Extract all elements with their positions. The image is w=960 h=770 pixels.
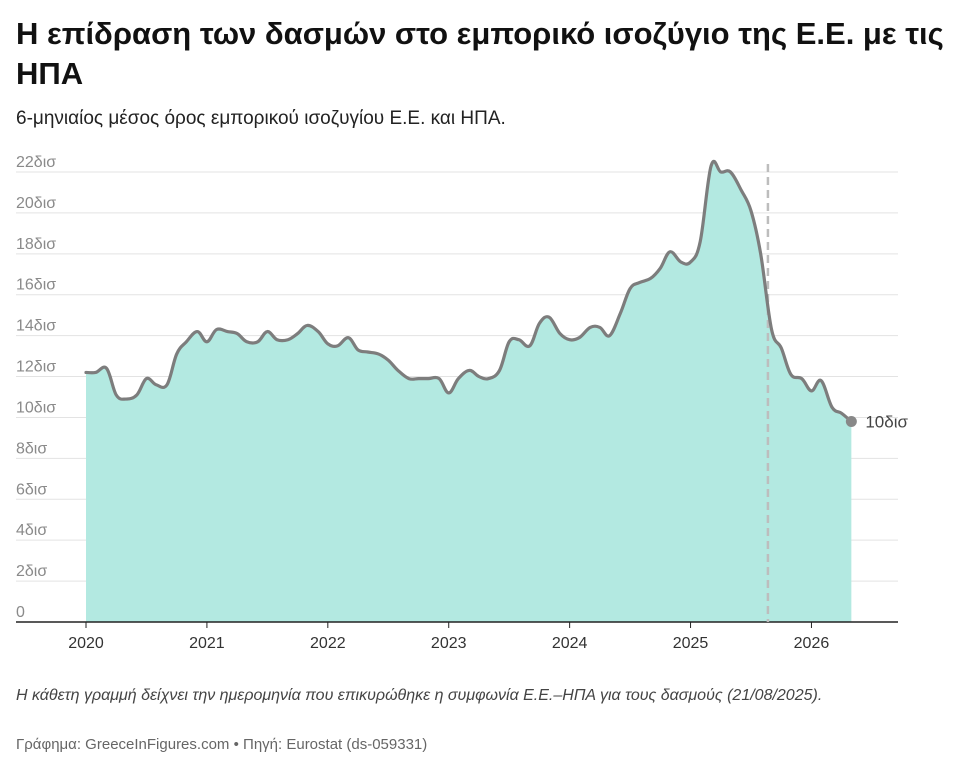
area-chart: 0 2δισ 4δισ 6δισ 8δισ 10δισ 12δισ 14δισ 16δισ 18δ…: [16, 154, 909, 652]
chart-subtitle: 6-μηνιαίος μέσος όρος εμπορικού ισοζυγίο…: [16, 108, 506, 129]
y-tick-label: 2δισ: [16, 563, 47, 580]
y-tick-label: 10δισ: [16, 399, 56, 416]
area-fill: [86, 161, 852, 622]
y-tick-label: 0: [16, 604, 25, 621]
y-tick-label: 20δισ: [16, 195, 56, 212]
axes: [16, 621, 898, 628]
chart-note: Η κάθετη γραμμή δείχνει την ημερομηνία π…: [16, 687, 823, 704]
y-tick-label: 14δισ: [16, 318, 56, 335]
x-tick-label: 2026: [794, 635, 830, 652]
end-point: [845, 416, 857, 428]
series-line: [84, 159, 853, 424]
x-tick-label: 2023: [431, 635, 467, 652]
x-tick-label: 2021: [189, 635, 225, 652]
y-tick-label: 4δισ: [16, 522, 47, 539]
tick-labels: 0 2δισ 4δισ 6δισ 8δισ 10δισ 12δισ 14δισ 16δισ 18δ…: [16, 154, 909, 652]
y-tick-label: 18δισ: [16, 236, 56, 253]
chart-source: Γράφημα: GreeceInFigures.com • Πηγή: Eur…: [16, 736, 428, 753]
y-tick-label: 6δισ: [16, 481, 47, 498]
series-line-layer: [84, 159, 857, 428]
area-fill-layer: [86, 161, 852, 622]
y-tick-label: 8δισ: [16, 440, 47, 457]
end-value-label: 10δισ: [865, 413, 908, 432]
y-tick-label: 12δισ: [16, 359, 56, 376]
y-tick-label: 22δισ: [16, 154, 56, 171]
x-tick-label: 2024: [552, 635, 588, 652]
chart-title: Η επίδραση των δασμών στο εμπορικό ισοζύ…: [16, 16, 944, 91]
x-tick-label: 2025: [673, 635, 709, 652]
y-tick-label: 16δισ: [16, 277, 56, 294]
x-tick-label: 2020: [68, 635, 104, 652]
x-tick-label: 2022: [310, 635, 346, 652]
